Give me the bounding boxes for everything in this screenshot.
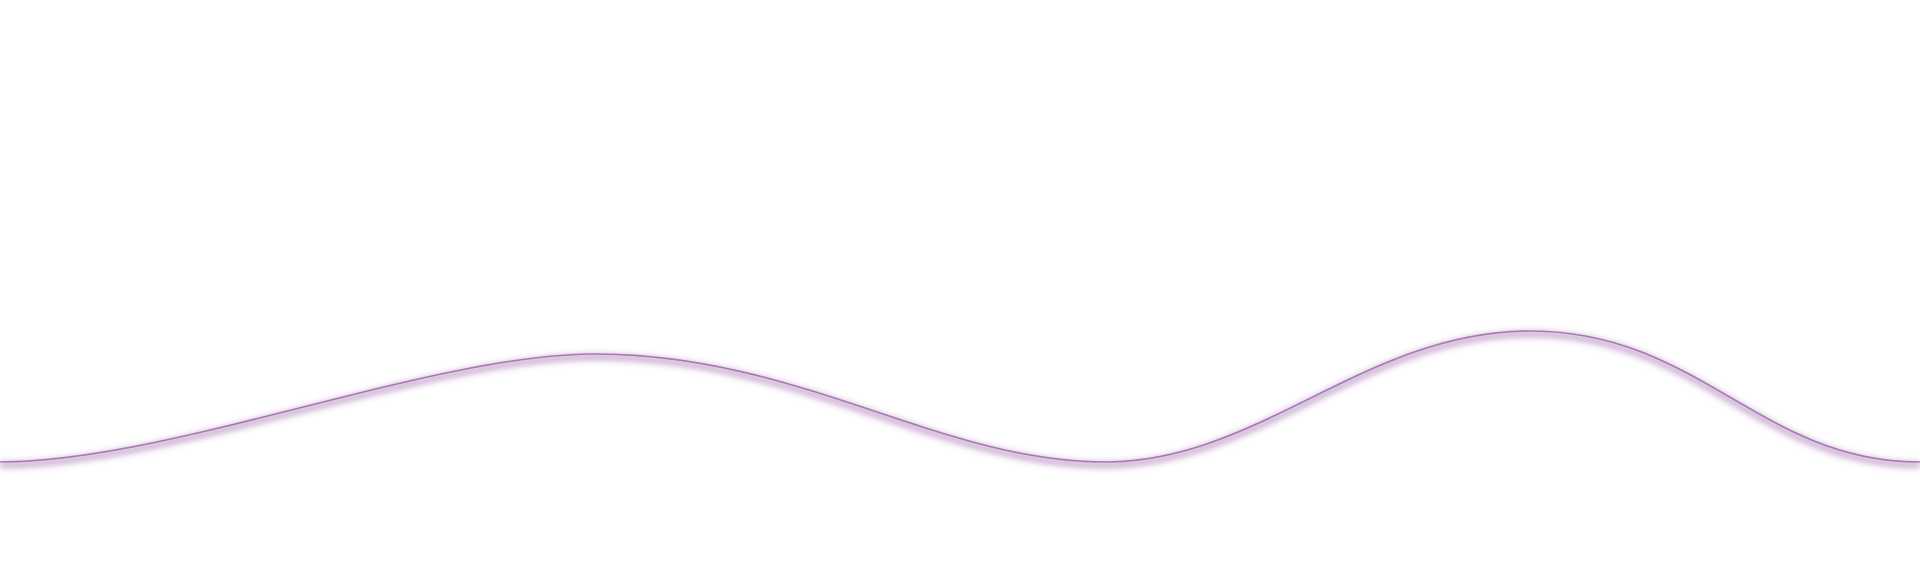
wave-fill xyxy=(0,331,1920,567)
wave-line xyxy=(0,330,1920,463)
wave-shadow xyxy=(0,330,1920,469)
